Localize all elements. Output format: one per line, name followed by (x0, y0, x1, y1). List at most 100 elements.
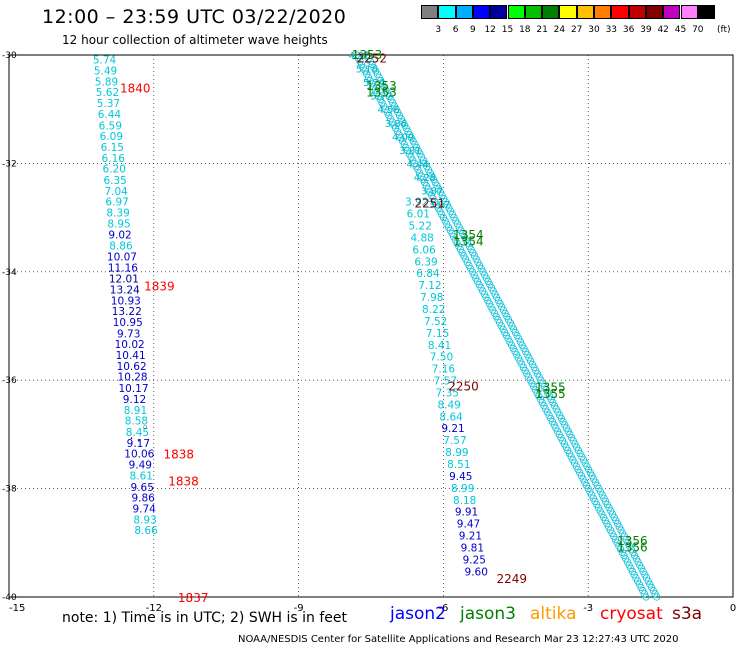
swh-value-label: 7.57 (443, 435, 466, 447)
swh-value-label: 5.22 (409, 221, 432, 233)
dense-track-label: 4.28 (414, 173, 436, 184)
colorbar-label: 36 (622, 25, 635, 35)
swh-value-label: 9.91 (455, 507, 478, 519)
pass-time-label: 2251 (414, 196, 445, 210)
swh-value-label: 6.20 (103, 164, 126, 176)
swh-value-label: 9.02 (108, 230, 131, 242)
swh-value-label: 6.59 (99, 120, 122, 132)
swh-value-label: 9.17 (127, 438, 150, 450)
swh-value-label: 8.86 (109, 241, 133, 253)
pass-time-label: 1353 (366, 85, 397, 99)
swh-value-label: 8.61 (130, 470, 153, 482)
colorbar-swatch (472, 5, 491, 19)
swh-value-label: 8.93 (133, 514, 156, 526)
swh-value-label: 9.81 (461, 542, 484, 554)
colorbar-swatch (542, 5, 560, 19)
colorbar-label: 42 (657, 25, 669, 35)
colorbar-swatch (490, 5, 508, 19)
legend-s3a: s3a (672, 604, 703, 624)
swh-value-label: 9.25 (463, 554, 486, 566)
colorbar-label: 33 (605, 25, 618, 35)
pass-time-label: 2250 (448, 380, 479, 394)
swh-value-label: 6.06 (412, 244, 436, 256)
swh-value-label: 7.04 (104, 186, 128, 198)
pass-time-label: 1353 (366, 79, 397, 93)
swh-value-label: 9.49 (129, 460, 152, 472)
colorbar-swatch (507, 5, 525, 19)
dense-track-label: 4.44 (406, 159, 428, 170)
x-tick-label: -12 (146, 603, 162, 614)
swh-value-label: 6.35 (103, 175, 126, 187)
colorbar-swatch (455, 5, 473, 19)
colorbar-swatch (524, 5, 543, 19)
swh-value-label: 8.99 (445, 447, 468, 459)
swh-value-label: 9.60 (465, 566, 488, 578)
dense-track-label: 5.77 (370, 92, 392, 103)
swh-value-label: 6.39 (414, 256, 437, 268)
swh-value-label: 7.15 (426, 328, 449, 340)
colorbar-label: 3 (435, 25, 442, 35)
island-mark: · (137, 434, 141, 448)
swh-value-label: 9.45 (449, 471, 472, 483)
pass-time-label: 1353 (352, 48, 383, 62)
colorbar-label: 39 (640, 25, 652, 35)
pass-time-label: 1354 (453, 228, 484, 242)
pass-time-label: 2252 (357, 52, 388, 66)
x-tick-label: 0 (730, 603, 736, 614)
colorbar-swatch (421, 5, 439, 19)
colorbar-label: 9 (470, 25, 476, 35)
swh-value-label: 7.16 (432, 364, 456, 376)
swh-value-label: 10.62 (117, 361, 147, 373)
colorbar-unit: (ft) (717, 25, 731, 35)
swh-value-label: 8.22 (422, 304, 445, 316)
swh-value-label: 10.07 (107, 251, 137, 263)
legend-jason3: jason3 (460, 604, 516, 624)
swh-value-label: 5.62 (96, 87, 119, 99)
swh-value-label: 9.86 (131, 493, 155, 505)
swh-value-label: 13.24 (110, 284, 140, 296)
colorbar-swatch (663, 5, 681, 19)
swh-value-label: 9.73 (117, 328, 140, 340)
x-tick-label: -6 (438, 603, 448, 614)
x-tick-label: -3 (583, 603, 593, 614)
dense-track-point (642, 593, 650, 601)
swh-value-label: 8.39 (106, 208, 129, 220)
pass-time-label: 1355 (535, 387, 566, 401)
dense-track-label: 3.86 (385, 119, 407, 130)
pass-time-label: 1356 (617, 541, 648, 555)
swh-value-label: 5.37 (97, 98, 120, 110)
dense-track-label: 3.97 (428, 200, 450, 211)
island-mark: ◦ (142, 421, 149, 435)
swh-value-label: 8.64 (439, 411, 463, 423)
swh-value-label: 7.50 (430, 352, 453, 364)
pass-time-label: 1837 (178, 591, 209, 605)
swh-value-label: 8.51 (447, 459, 470, 471)
dense-track-label: 4.09 (392, 132, 414, 143)
pass-time-label: 1840 (120, 82, 151, 96)
legend-jason2: jason2 (390, 604, 446, 624)
colorbar-label: 45 (674, 25, 687, 35)
y-tick-label: -38 (2, 485, 17, 495)
chart-title: 12:00 – 23:59 UTC 03/22/2020 (42, 6, 347, 28)
swh-value-label: 7.52 (424, 316, 447, 328)
swh-value-label: 9.65 (131, 482, 154, 494)
swh-value-label: 10.41 (116, 350, 146, 362)
colorbar-swatch (611, 5, 629, 19)
colorbar-swatch (628, 5, 646, 19)
swh-value-label: 9.47 (457, 519, 480, 531)
swh-value-label: 9.21 (459, 531, 482, 543)
plot-frame (8, 54, 734, 598)
island-mark: · (130, 432, 134, 446)
colorbar-label: 21 (536, 25, 548, 35)
legend-cryosat: cryosat (600, 604, 663, 624)
swh-value-label: 5.89 (95, 76, 118, 88)
dense-track-label: 5.24 (363, 78, 385, 89)
swh-value-label: 10.95 (113, 317, 143, 329)
footer-credit: NOAA/NESDIS Center for Satellite Applica… (238, 634, 679, 645)
swh-value-label: 3.92 (405, 197, 428, 209)
swh-value-label: 8.18 (453, 495, 476, 507)
swh-value-label: 5.49 (94, 66, 117, 78)
dense-track-point (653, 593, 661, 601)
